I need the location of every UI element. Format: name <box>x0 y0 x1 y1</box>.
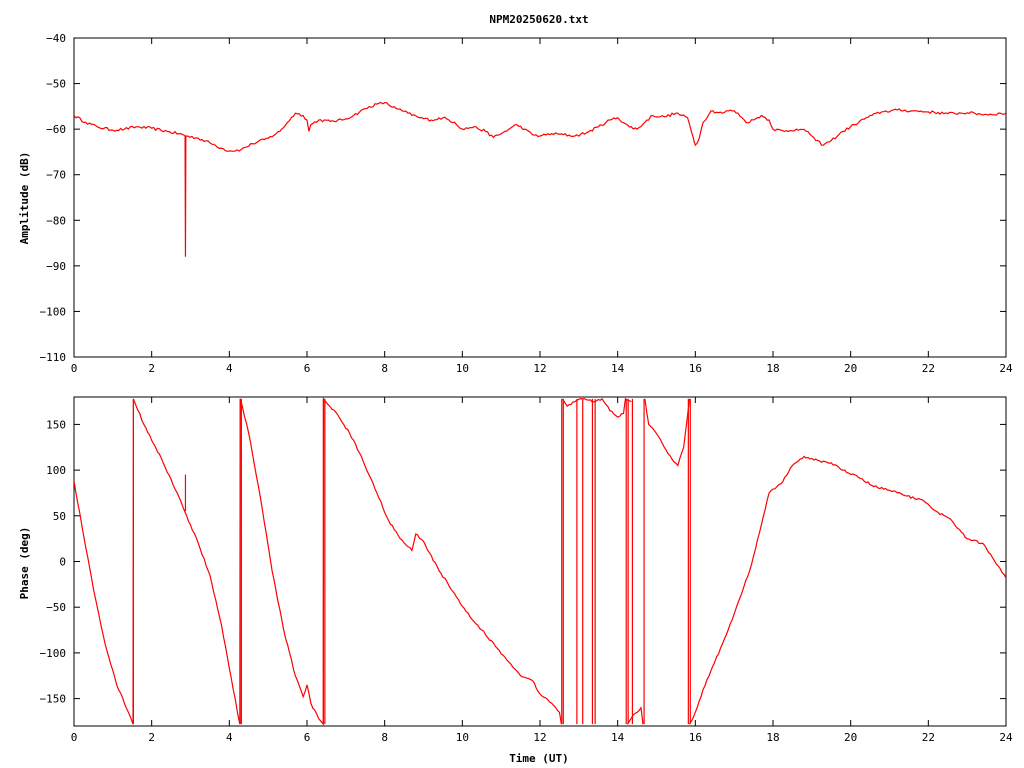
phase-x-tick-label: 16 <box>689 731 702 744</box>
amplitude-x-tick-label: 22 <box>922 362 935 375</box>
amplitude-y-tick-label: −80 <box>46 214 66 227</box>
amplitude-y-tick-label: −90 <box>46 260 66 273</box>
phase-y-tick-label: 100 <box>46 464 66 477</box>
amplitude-y-tick-label: −100 <box>40 305 67 318</box>
amplitude-x-tick-label: 16 <box>689 362 702 375</box>
phase-x-tick-label: 8 <box>381 731 388 744</box>
phase-y-tick-label: 50 <box>53 510 66 523</box>
phase-x-tick-label: 20 <box>844 731 857 744</box>
amplitude-y-tick-label: −50 <box>46 78 66 91</box>
amplitude-y-tick-label: −110 <box>40 351 67 364</box>
amplitude-data-group <box>74 101 1006 257</box>
phase-x-tick-label: 12 <box>533 731 546 744</box>
phase-x-tick-label: 24 <box>999 731 1013 744</box>
amplitude-y-tick-label: −70 <box>46 169 66 182</box>
phase-x-tick-label: 0 <box>71 731 78 744</box>
phase-series-line <box>562 397 632 418</box>
phase-y-axis-label: Phase (deg) <box>18 527 31 600</box>
amplitude-x-tick-label: 18 <box>766 362 779 375</box>
phase-y-tick-label: −50 <box>46 601 66 614</box>
phase-x-axis-label: Time (UT) <box>509 752 569 765</box>
amplitude-y-tick-label: −60 <box>46 123 66 136</box>
phase-x-tick-label: 14 <box>611 731 625 744</box>
amplitude-x-tick-label: 24 <box>999 362 1013 375</box>
phase-series-line <box>644 398 691 467</box>
amplitude-y-axis-label: Amplitude (dB) <box>18 152 31 245</box>
phase-x-tick-label: 18 <box>766 731 779 744</box>
amplitude-x-tick-label: 2 <box>148 362 155 375</box>
phase-series-line <box>689 455 1006 725</box>
phase-x-tick-label: 6 <box>304 731 311 744</box>
phase-y-tick-label: −100 <box>40 647 67 660</box>
amplitude-x-tick-label: 10 <box>456 362 469 375</box>
amplitude-x-tick-label: 4 <box>226 362 233 375</box>
amplitude-x-tick-label: 0 <box>71 362 78 375</box>
phase-y-tick-label: 150 <box>46 418 66 431</box>
phase-x-tick-label: 2 <box>148 731 155 744</box>
amplitude-x-tick-label: 12 <box>533 362 546 375</box>
phase-y-tick-label: −150 <box>40 693 67 706</box>
phase-y-tick-label: 0 <box>59 556 66 569</box>
chart-title: NPM20250620.txt <box>489 13 588 26</box>
phase-x-tick-label: 4 <box>226 731 233 744</box>
amplitude-series-line <box>74 101 1006 257</box>
amplitude-x-tick-label: 8 <box>381 362 388 375</box>
phase-data-group <box>74 397 1006 726</box>
phase-x-tick-label: 22 <box>922 731 935 744</box>
amplitude-panel: Amplitude (dB) 0 2 4 6 8 10 12 14 16 18 20 22 24−110… <box>18 32 1013 375</box>
phase-panel: Phase (deg) Time (UT) 0 2 4 6 8 10 12 14 16 18 20 2… <box>18 396 1013 765</box>
amplitude-x-tick-label: 14 <box>611 362 625 375</box>
amplitude-x-tick-label: 20 <box>844 362 857 375</box>
phase-series-line <box>626 706 644 725</box>
amplitude-x-tick-label: 6 <box>304 362 311 375</box>
amplitude-y-tick-label: −40 <box>46 32 66 45</box>
phase-x-tick-label: 10 <box>456 731 469 744</box>
phase-series-line <box>74 397 562 726</box>
